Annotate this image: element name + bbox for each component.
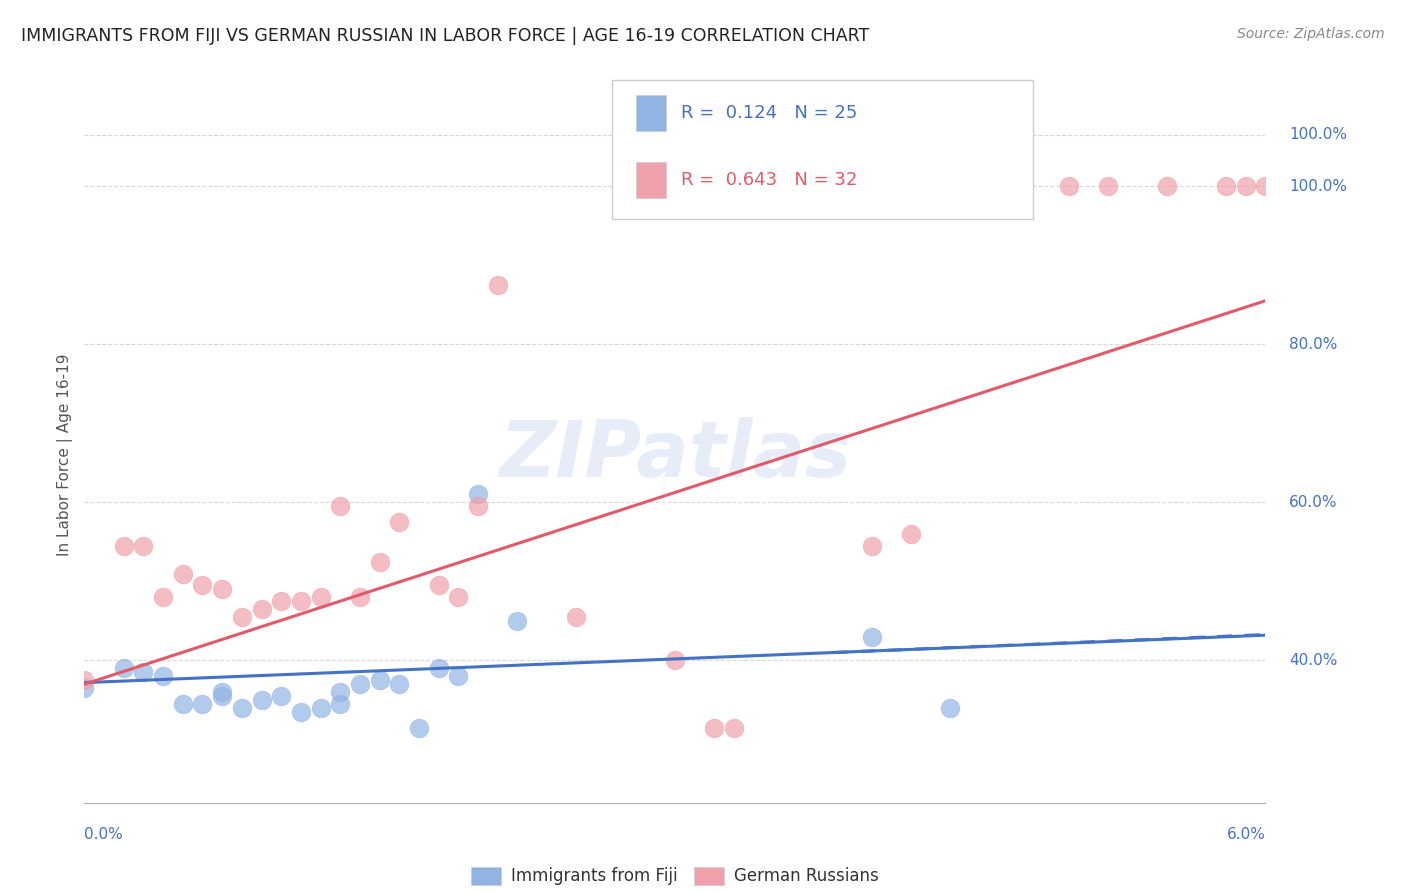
Point — [349, 677, 371, 691]
Point — [1156, 179, 1178, 194]
Point — [388, 677, 411, 691]
Point — [270, 594, 292, 608]
Point — [309, 701, 332, 715]
Point — [132, 539, 155, 553]
Text: 80.0%: 80.0% — [1289, 337, 1337, 351]
Point — [270, 689, 292, 703]
Point — [191, 578, 214, 592]
Point — [860, 539, 883, 553]
Point — [290, 705, 312, 719]
Text: R =  0.124   N = 25: R = 0.124 N = 25 — [681, 104, 856, 122]
Point — [211, 685, 233, 699]
Point — [250, 602, 273, 616]
Point — [1057, 179, 1080, 194]
Point — [309, 591, 332, 605]
Point — [565, 610, 588, 624]
Point — [1215, 179, 1237, 194]
Point — [368, 673, 391, 688]
Text: R =  0.643   N = 32: R = 0.643 N = 32 — [681, 171, 856, 189]
Point — [231, 610, 253, 624]
Legend: Immigrants from Fiji, German Russians: Immigrants from Fiji, German Russians — [464, 860, 886, 892]
Point — [132, 665, 155, 680]
Point — [152, 669, 174, 683]
Point — [860, 630, 883, 644]
Point — [329, 685, 352, 699]
Point — [506, 614, 529, 628]
Text: ZIPatlas: ZIPatlas — [499, 417, 851, 493]
Point — [290, 594, 312, 608]
Point — [73, 673, 96, 688]
Point — [447, 669, 470, 683]
Point — [408, 721, 430, 735]
Point — [664, 653, 686, 667]
Point — [447, 591, 470, 605]
Point — [900, 527, 922, 541]
Point — [1097, 179, 1119, 194]
Text: IMMIGRANTS FROM FIJI VS GERMAN RUSSIAN IN LABOR FORCE | AGE 16-19 CORRELATION CH: IMMIGRANTS FROM FIJI VS GERMAN RUSSIAN I… — [21, 27, 869, 45]
Point — [172, 566, 194, 581]
Y-axis label: In Labor Force | Age 16-19: In Labor Force | Age 16-19 — [58, 353, 73, 557]
Point — [939, 701, 962, 715]
Point — [250, 693, 273, 707]
Point — [1234, 179, 1257, 194]
Point — [231, 701, 253, 715]
Point — [112, 661, 135, 675]
Text: 0.0%: 0.0% — [84, 827, 124, 841]
Point — [211, 582, 233, 597]
Point — [486, 277, 509, 292]
Point — [152, 591, 174, 605]
Text: 60.0%: 60.0% — [1289, 495, 1337, 510]
Point — [112, 539, 135, 553]
Point — [191, 697, 214, 711]
Point — [329, 500, 352, 514]
Point — [467, 500, 489, 514]
Text: 6.0%: 6.0% — [1226, 827, 1265, 841]
Point — [427, 661, 450, 675]
Point — [1254, 179, 1277, 194]
Point — [427, 578, 450, 592]
Point — [349, 591, 371, 605]
Point — [211, 689, 233, 703]
Text: 100.0%: 100.0% — [1289, 178, 1347, 194]
Text: 100.0%: 100.0% — [1289, 128, 1347, 142]
Point — [73, 681, 96, 695]
Point — [467, 487, 489, 501]
Text: 40.0%: 40.0% — [1289, 653, 1337, 668]
Point — [368, 555, 391, 569]
Point — [723, 721, 745, 735]
Point — [329, 697, 352, 711]
Point — [172, 697, 194, 711]
Point — [388, 515, 411, 529]
Point — [703, 721, 725, 735]
Text: Source: ZipAtlas.com: Source: ZipAtlas.com — [1237, 27, 1385, 41]
